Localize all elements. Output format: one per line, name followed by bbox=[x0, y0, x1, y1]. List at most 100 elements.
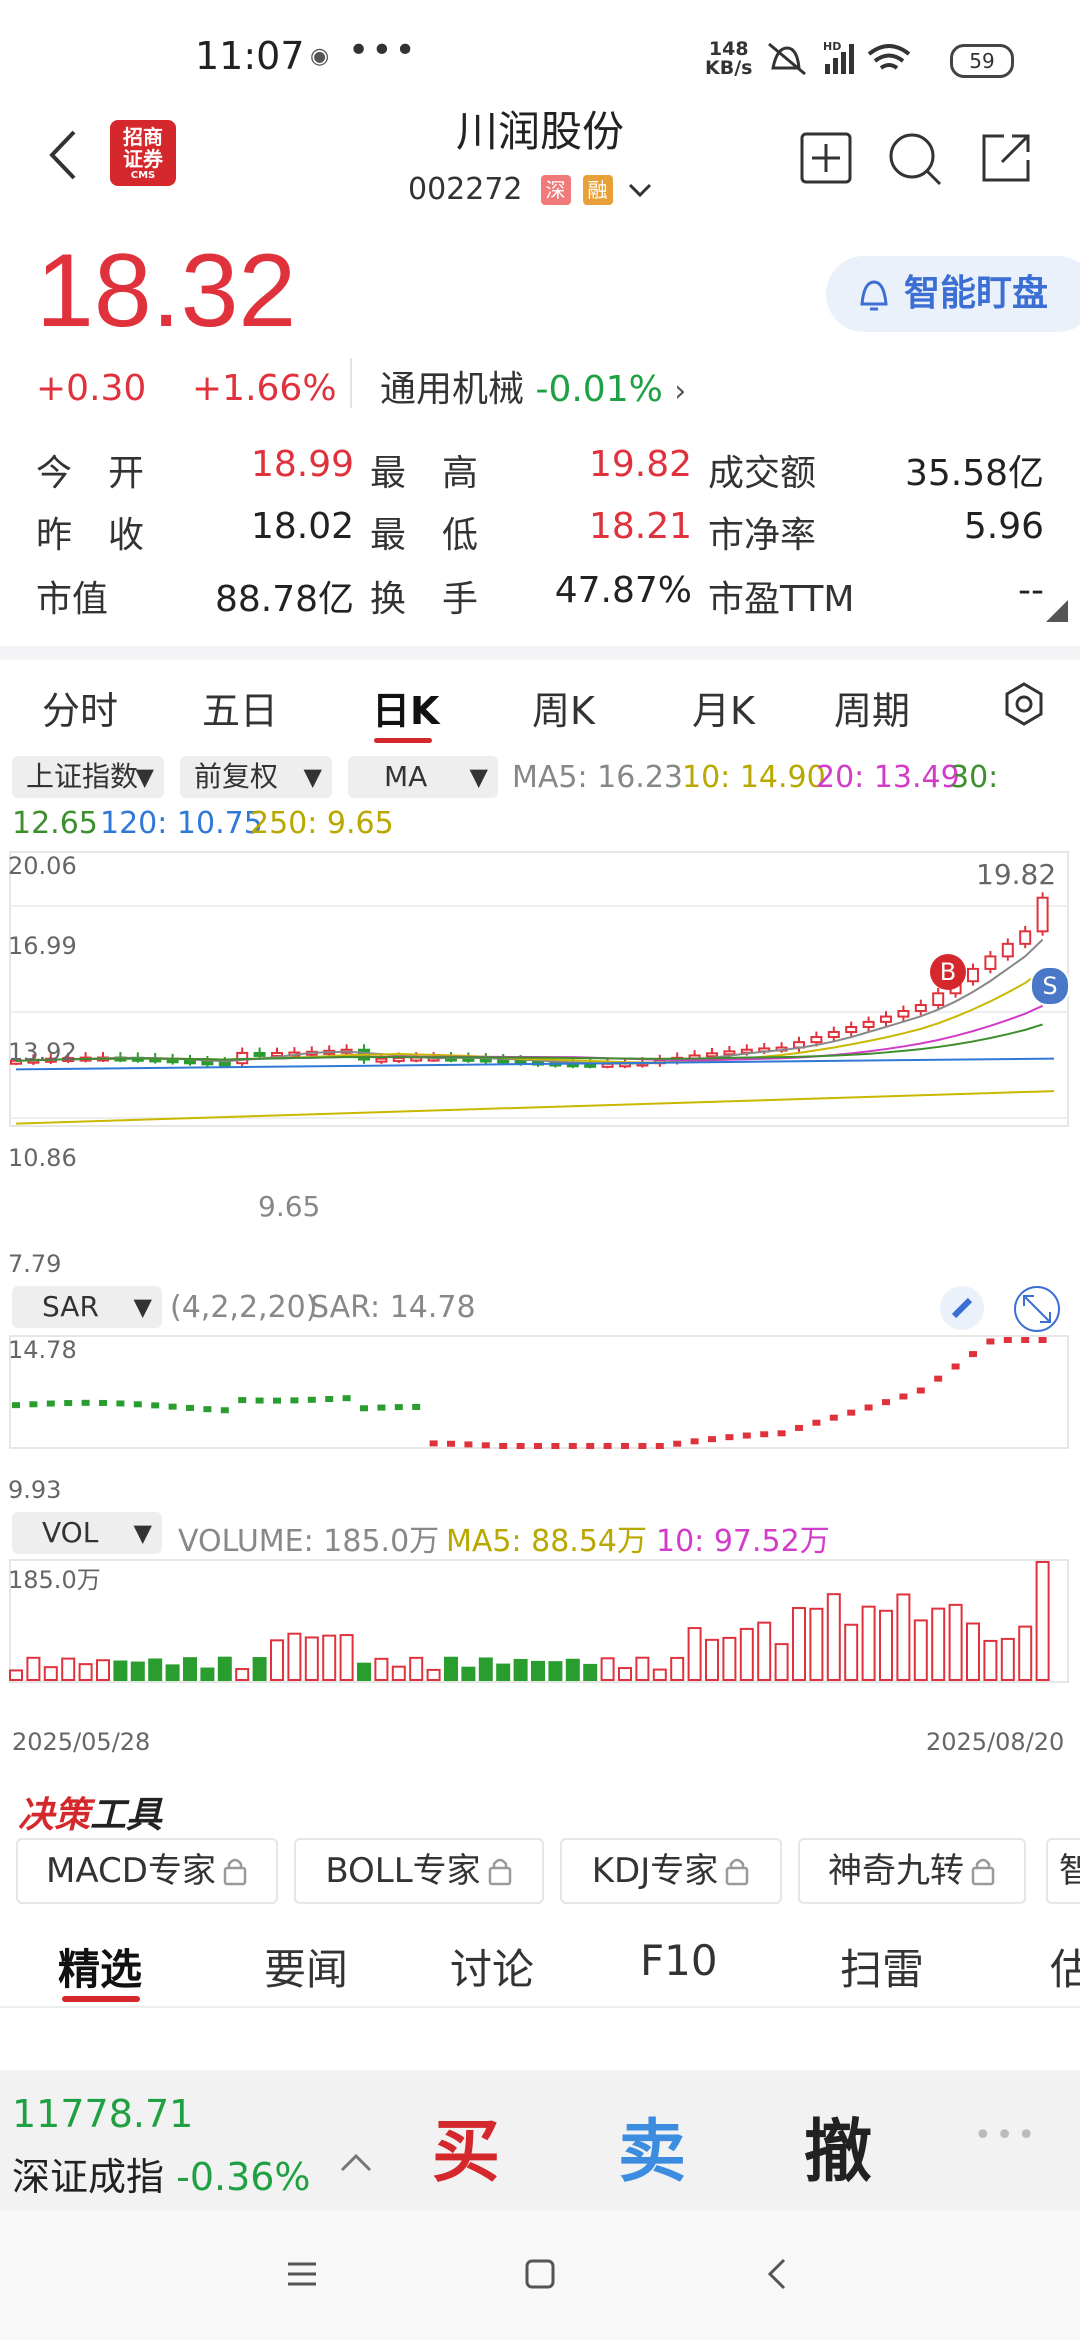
sar-panel[interactable] bbox=[9, 1335, 1069, 1449]
sar-dot bbox=[464, 1441, 473, 1448]
tool-button[interactable]: KDJ专家 bbox=[560, 1838, 782, 1904]
volume-bar bbox=[322, 1634, 337, 1681]
content-tab-3[interactable]: F10 bbox=[640, 1936, 718, 1985]
index-ticker[interactable]: 深证成指 -0.36% bbox=[12, 2146, 311, 2201]
sar-dot bbox=[673, 1440, 682, 1447]
sar-select[interactable]: SAR ▼ bbox=[12, 1286, 162, 1328]
candle-body bbox=[514, 1059, 527, 1065]
content-tab-2[interactable]: 讨论 bbox=[450, 1945, 535, 1994]
sar-dot bbox=[168, 1403, 177, 1410]
vol-ma5-value: MA5: 88.54万 bbox=[446, 1524, 648, 1559]
tool-label: KDJ专家 bbox=[591, 1851, 719, 1891]
sar-dot bbox=[916, 1387, 925, 1394]
tab-period-4[interactable]: 月K bbox=[692, 689, 755, 733]
sector-pct: -0.01% bbox=[535, 369, 663, 410]
candle-body bbox=[375, 1057, 388, 1063]
volume-panel[interactable] bbox=[9, 1559, 1069, 1683]
logo-line1: 招商 bbox=[123, 125, 163, 149]
vol-select[interactable]: VOL ▼ bbox=[12, 1512, 162, 1554]
sar-dot bbox=[12, 1402, 20, 1409]
tool-button[interactable]: 神奇九转 bbox=[798, 1838, 1026, 1904]
stat-value: 88.78亿 bbox=[214, 579, 354, 620]
volume-bar bbox=[217, 1656, 232, 1682]
content-tab-5[interactable]: 估 bbox=[1050, 1945, 1080, 1994]
volume-bar bbox=[705, 1638, 719, 1681]
sar-dot bbox=[81, 1399, 90, 1406]
volume-bar bbox=[809, 1607, 824, 1681]
high-price-label: 19.82 bbox=[976, 858, 1057, 891]
sell-signal-marker[interactable]: S bbox=[1030, 966, 1070, 1006]
settings-gear-icon[interactable] bbox=[1000, 680, 1048, 730]
tool-button[interactable]: BOLL专家 bbox=[294, 1838, 544, 1904]
tab-period-2[interactable]: 日K bbox=[372, 689, 440, 733]
volume-bar bbox=[148, 1658, 163, 1681]
volume-bar bbox=[252, 1657, 267, 1682]
sar-select-label: SAR bbox=[42, 1290, 99, 1323]
share-icon[interactable] bbox=[976, 128, 1036, 188]
sector-link[interactable]: 通用机械 -0.01% › bbox=[380, 360, 686, 412]
content-tab-4[interactable]: 扫雷 bbox=[840, 1945, 925, 1994]
chevron-up-icon[interactable] bbox=[336, 2142, 376, 2182]
dropdown-arrow-icon: ▼ bbox=[133, 1293, 152, 1321]
stat-value: 5.96 bbox=[963, 506, 1044, 547]
menu-icon[interactable] bbox=[282, 2254, 322, 2294]
home-icon[interactable] bbox=[520, 2254, 560, 2294]
sar-dot bbox=[864, 1404, 873, 1411]
stat-label: 换 手 bbox=[370, 579, 479, 620]
pencil-icon bbox=[951, 1297, 973, 1319]
smart-watch-button[interactable]: 智能盯盘 bbox=[826, 256, 1080, 332]
buy-signal-marker[interactable]: B bbox=[930, 954, 966, 990]
tab-period-3[interactable]: 周K bbox=[532, 689, 595, 733]
tab-period-5[interactable]: 周期 bbox=[834, 689, 911, 733]
stat-label: 成交额 bbox=[708, 453, 817, 494]
stat-label: 最 低 bbox=[370, 515, 479, 556]
tab-period-0[interactable]: 分时 bbox=[42, 689, 119, 733]
sar-dot bbox=[412, 1403, 421, 1410]
candle-body bbox=[1019, 930, 1032, 945]
sell-button[interactable]: 卖 bbox=[618, 2113, 687, 2192]
candle-body bbox=[914, 1004, 927, 1012]
system-back-icon[interactable] bbox=[758, 2254, 798, 2294]
content-tab-1[interactable]: 要闻 bbox=[264, 1945, 349, 1994]
buy-button[interactable]: 买 bbox=[432, 2113, 501, 2192]
back-button[interactable] bbox=[40, 120, 90, 190]
adjust-select[interactable]: 前复权 ▼ bbox=[180, 756, 332, 798]
index-overlay-select[interactable]: 上证指数 ▼ bbox=[12, 756, 164, 798]
sar-dot bbox=[46, 1400, 55, 1407]
status-more-icon: ••• bbox=[348, 30, 418, 71]
stat-value: 47.87% bbox=[554, 570, 692, 611]
content-tab-0[interactable]: 精选 bbox=[58, 1945, 143, 1994]
tab-period-1[interactable]: 五日 bbox=[202, 689, 279, 733]
dropdown-arrow-icon: ▼ bbox=[133, 1519, 152, 1547]
tool-label: 智 bbox=[1059, 1851, 1080, 1891]
expand-corner-icon[interactable] bbox=[1046, 600, 1068, 622]
tool-button[interactable]: MACD专家 bbox=[16, 1838, 278, 1904]
search-icon[interactable] bbox=[884, 128, 944, 188]
kline-chart-area[interactable] bbox=[0, 850, 1080, 1750]
current-price: 18.32 bbox=[36, 233, 297, 349]
candle-body bbox=[392, 1056, 405, 1062]
sar-dot bbox=[934, 1375, 943, 1382]
indicator-select[interactable]: MA ▼ bbox=[348, 756, 498, 798]
add-watchlist-button[interactable] bbox=[796, 128, 856, 188]
notification-icon: ◉ bbox=[310, 44, 330, 69]
sar-dot bbox=[534, 1443, 542, 1449]
more-button[interactable]: ••• bbox=[974, 2118, 1040, 2153]
broker-logo: 招商 证券 CMS bbox=[110, 120, 176, 186]
volume-bar bbox=[687, 1627, 702, 1681]
main-kline-panel[interactable] bbox=[9, 851, 1069, 1127]
ma5-value: MA5: 16.23 bbox=[512, 760, 684, 795]
stock-code-row[interactable]: 002272 深 融 bbox=[408, 172, 655, 207]
active-tab-indicator bbox=[374, 738, 432, 743]
ma20-value: 20: 13.49 bbox=[816, 760, 960, 795]
indicator-label: MA bbox=[384, 760, 428, 793]
volume-bar bbox=[670, 1656, 685, 1681]
cancel-button[interactable]: 撤 bbox=[804, 2113, 873, 2192]
index-overlay-label: 上证指数 bbox=[26, 760, 139, 793]
fullscreen-icon[interactable] bbox=[1012, 1284, 1062, 1334]
lock-icon bbox=[971, 1858, 995, 1886]
stat-value: 19.82 bbox=[588, 444, 692, 485]
edit-indicator-button[interactable] bbox=[940, 1286, 984, 1330]
tool-button[interactable]: 智 bbox=[1046, 1838, 1080, 1904]
dropdown-arrow-icon: ▼ bbox=[469, 763, 488, 791]
